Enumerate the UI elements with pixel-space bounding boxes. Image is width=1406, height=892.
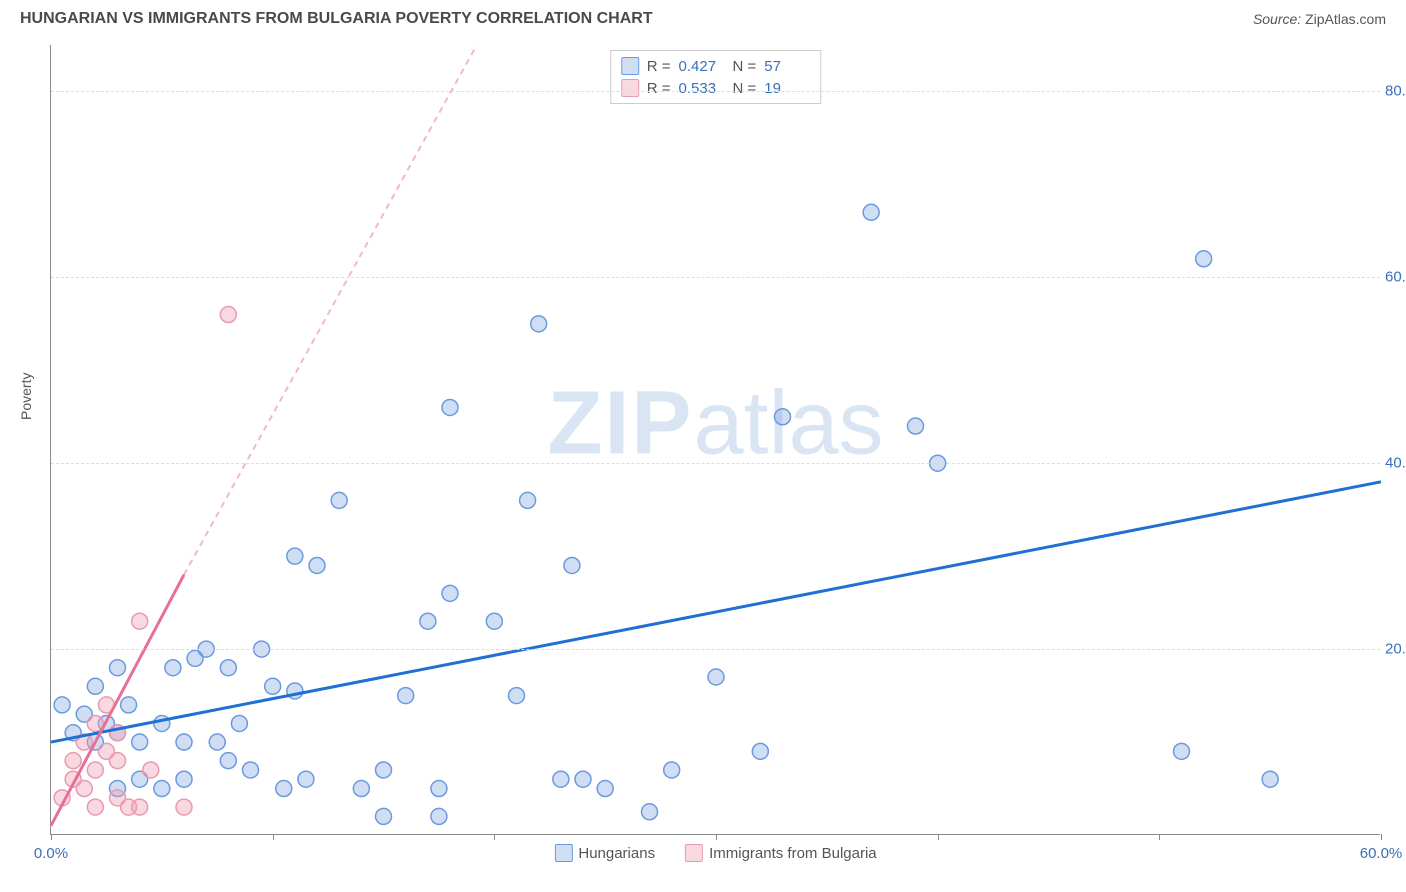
point-hungarians xyxy=(752,743,768,759)
gridline-h xyxy=(51,463,1380,464)
point-hungarians xyxy=(298,771,314,787)
point-bulgaria xyxy=(143,762,159,778)
point-hungarians xyxy=(243,762,259,778)
gridline-h xyxy=(51,649,1380,650)
chart-title: HUNGARIAN VS IMMIGRANTS FROM BULGARIA PO… xyxy=(20,10,653,28)
x-tick-mark xyxy=(273,834,274,840)
point-hungarians xyxy=(132,734,148,750)
x-tick-mark xyxy=(1381,834,1382,840)
point-hungarians xyxy=(231,715,247,731)
point-hungarians xyxy=(110,660,126,676)
point-hungarians xyxy=(442,585,458,601)
point-bulgaria xyxy=(76,781,92,797)
point-hungarians xyxy=(220,660,236,676)
legend-item-hungarians: Hungarians xyxy=(554,844,655,862)
point-bulgaria xyxy=(65,753,81,769)
source-attribution: Source: ZipAtlas.com xyxy=(1253,11,1386,27)
gridline-h xyxy=(51,277,1380,278)
point-hungarians xyxy=(398,688,414,704)
point-bulgaria xyxy=(132,799,148,815)
y-tick-label: 60.0% xyxy=(1385,269,1406,286)
point-hungarians xyxy=(353,781,369,797)
point-hungarians xyxy=(1262,771,1278,787)
point-hungarians xyxy=(863,204,879,220)
chart-plot-area: ZIPatlas R = 0.427 N = 57 R = 0.533 N = … xyxy=(50,45,1380,835)
y-tick-label: 80.0% xyxy=(1385,83,1406,100)
point-hungarians xyxy=(708,669,724,685)
y-axis-label: Poverty xyxy=(18,373,34,420)
point-hungarians xyxy=(553,771,569,787)
point-hungarians xyxy=(420,613,436,629)
point-hungarians xyxy=(176,734,192,750)
point-bulgaria xyxy=(220,307,236,323)
x-tick-mark xyxy=(51,834,52,840)
point-hungarians xyxy=(87,678,103,694)
point-hungarians xyxy=(575,771,591,787)
point-hungarians xyxy=(431,781,447,797)
point-hungarians xyxy=(54,697,70,713)
point-hungarians xyxy=(564,557,580,573)
point-hungarians xyxy=(331,492,347,508)
point-hungarians xyxy=(509,688,525,704)
point-bulgaria xyxy=(87,762,103,778)
point-hungarians xyxy=(276,781,292,797)
point-hungarians xyxy=(531,316,547,332)
point-hungarians xyxy=(121,697,137,713)
x-tick-mark xyxy=(1159,834,1160,840)
point-hungarians xyxy=(287,548,303,564)
point-hungarians xyxy=(209,734,225,750)
point-hungarians xyxy=(376,762,392,778)
point-hungarians xyxy=(431,808,447,824)
point-hungarians xyxy=(442,399,458,415)
point-hungarians xyxy=(265,678,281,694)
point-hungarians xyxy=(664,762,680,778)
y-tick-label: 40.0% xyxy=(1385,455,1406,472)
legend-item-bulgaria: Immigrants from Bulgaria xyxy=(685,844,877,862)
trend-line-hungarians xyxy=(51,482,1381,742)
point-hungarians xyxy=(642,804,658,820)
gridline-h xyxy=(51,91,1380,92)
point-hungarians xyxy=(908,418,924,434)
point-hungarians xyxy=(309,557,325,573)
legend-bottom: Hungarians Immigrants from Bulgaria xyxy=(554,844,876,862)
x-tick-mark xyxy=(494,834,495,840)
point-bulgaria xyxy=(87,799,103,815)
point-bulgaria xyxy=(110,753,126,769)
y-tick-label: 20.0% xyxy=(1385,641,1406,658)
x-tick-label: 0.0% xyxy=(34,845,68,862)
point-hungarians xyxy=(486,613,502,629)
point-hungarians xyxy=(520,492,536,508)
point-hungarians xyxy=(220,753,236,769)
point-hungarians xyxy=(176,771,192,787)
swatch-bulgaria-icon xyxy=(685,844,703,862)
point-hungarians xyxy=(775,409,791,425)
point-bulgaria xyxy=(176,799,192,815)
x-tick-mark xyxy=(716,834,717,840)
x-tick-label: 60.0% xyxy=(1360,845,1403,862)
source-value: ZipAtlas.com xyxy=(1305,11,1386,27)
scatter-svg xyxy=(51,45,1380,834)
point-hungarians xyxy=(154,781,170,797)
x-tick-mark xyxy=(938,834,939,840)
point-bulgaria xyxy=(132,613,148,629)
legend-label-hungarians: Hungarians xyxy=(578,845,655,862)
source-label: Source: xyxy=(1253,11,1301,27)
point-hungarians xyxy=(376,808,392,824)
swatch-hungarians-icon xyxy=(554,844,572,862)
point-hungarians xyxy=(165,660,181,676)
point-hungarians xyxy=(1196,251,1212,267)
point-hungarians xyxy=(597,781,613,797)
legend-label-bulgaria: Immigrants from Bulgaria xyxy=(709,845,877,862)
point-hungarians xyxy=(1174,743,1190,759)
